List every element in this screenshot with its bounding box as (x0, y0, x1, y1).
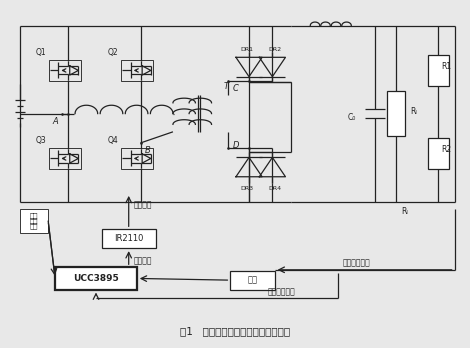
Text: DR1: DR1 (240, 47, 253, 53)
Text: T: T (223, 82, 228, 92)
Bar (55, 267, 137, 290)
Bar (121, 60, 153, 81)
Text: 图1   移相式全桥电源控制器的设计图: 图1 移相式全桥电源控制器的设计图 (180, 326, 290, 336)
Text: R1: R1 (441, 62, 451, 71)
Text: 驱动信号: 驱动信号 (133, 201, 152, 209)
Bar (121, 148, 153, 169)
Text: 电压反馈信号: 电压反馈信号 (343, 259, 370, 268)
Text: 信号: 信号 (30, 222, 39, 229)
Text: 保护: 保护 (30, 217, 39, 224)
Text: 光耦: 光耦 (248, 276, 258, 285)
Text: DR2: DR2 (268, 47, 281, 53)
Bar (428, 55, 448, 86)
Text: Q3: Q3 (36, 136, 46, 145)
Text: Rₗ: Rₗ (401, 207, 407, 216)
Bar (102, 229, 156, 248)
Text: DR4: DR4 (268, 185, 281, 191)
Text: C: C (233, 84, 239, 93)
Text: A: A (53, 117, 59, 126)
Bar (230, 271, 274, 290)
Text: IR2110: IR2110 (114, 234, 143, 243)
Text: Rₗ: Rₗ (410, 106, 417, 116)
Bar (48, 148, 81, 169)
Text: C₀: C₀ (348, 113, 356, 122)
Text: Q1: Q1 (36, 48, 46, 57)
Text: 电压给定信号: 电压给定信号 (268, 287, 296, 296)
Text: Q2: Q2 (108, 48, 118, 57)
Text: UCC3895: UCC3895 (73, 274, 119, 283)
Bar (20, 208, 48, 233)
Text: R2: R2 (441, 144, 451, 153)
Text: 移相信号: 移相信号 (133, 257, 152, 266)
Text: Q4: Q4 (108, 136, 118, 145)
Text: D: D (233, 141, 239, 150)
Text: 过流: 过流 (30, 213, 39, 219)
Text: DR3: DR3 (240, 185, 253, 191)
Bar (48, 60, 81, 81)
Bar (387, 91, 405, 136)
Text: B: B (145, 146, 151, 155)
Bar (428, 138, 448, 169)
